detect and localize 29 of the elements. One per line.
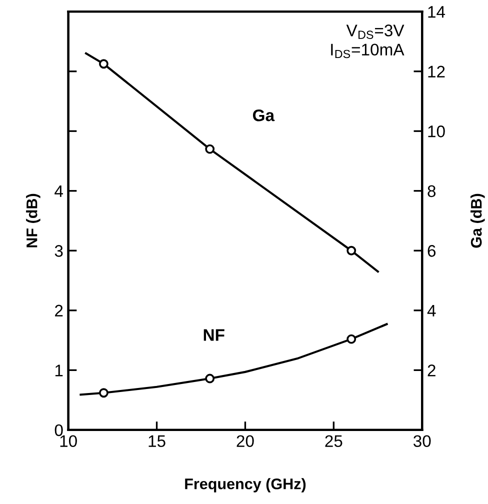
y2-tick-label: 14 xyxy=(428,6,446,18)
x-tick-label: 15 xyxy=(148,435,166,448)
x-tick-label: 10 xyxy=(60,435,77,448)
y-tick-label: 4 xyxy=(54,185,63,197)
y2-tick-label: 2 xyxy=(428,364,436,376)
annotation: Ga xyxy=(252,109,275,122)
y-tick-label: 0 xyxy=(54,424,63,436)
x-tick-label: 25 xyxy=(325,435,342,448)
x-tick-label: 20 xyxy=(236,435,254,448)
point xyxy=(346,246,356,256)
y2-tick-label: 8 xyxy=(428,185,436,198)
point xyxy=(98,59,108,69)
x-tick-label: 30 xyxy=(413,435,431,448)
y-tick-label: 2 xyxy=(55,304,63,316)
y2-tick-label: 12 xyxy=(428,66,445,78)
y2-tick-label: 4 xyxy=(427,304,436,316)
y2-tick-label: 10 xyxy=(428,126,445,138)
annotation: NF xyxy=(204,329,224,341)
y-tick-label: 1 xyxy=(55,364,63,376)
y2-tick-label: 6 xyxy=(428,245,436,257)
text: V$_{DS}$=3V I$_{DS}$=10mA xyxy=(331,24,404,58)
x-axis-title: Frequency (GHz) xyxy=(185,478,306,492)
point xyxy=(205,144,215,154)
y-axis-title: NF (dB) xyxy=(26,194,40,248)
y-tick-label: 3 xyxy=(54,245,63,257)
point xyxy=(346,334,356,344)
point xyxy=(205,374,215,384)
point xyxy=(98,388,108,398)
y2-axis-title: Ga (dB) xyxy=(470,194,485,248)
